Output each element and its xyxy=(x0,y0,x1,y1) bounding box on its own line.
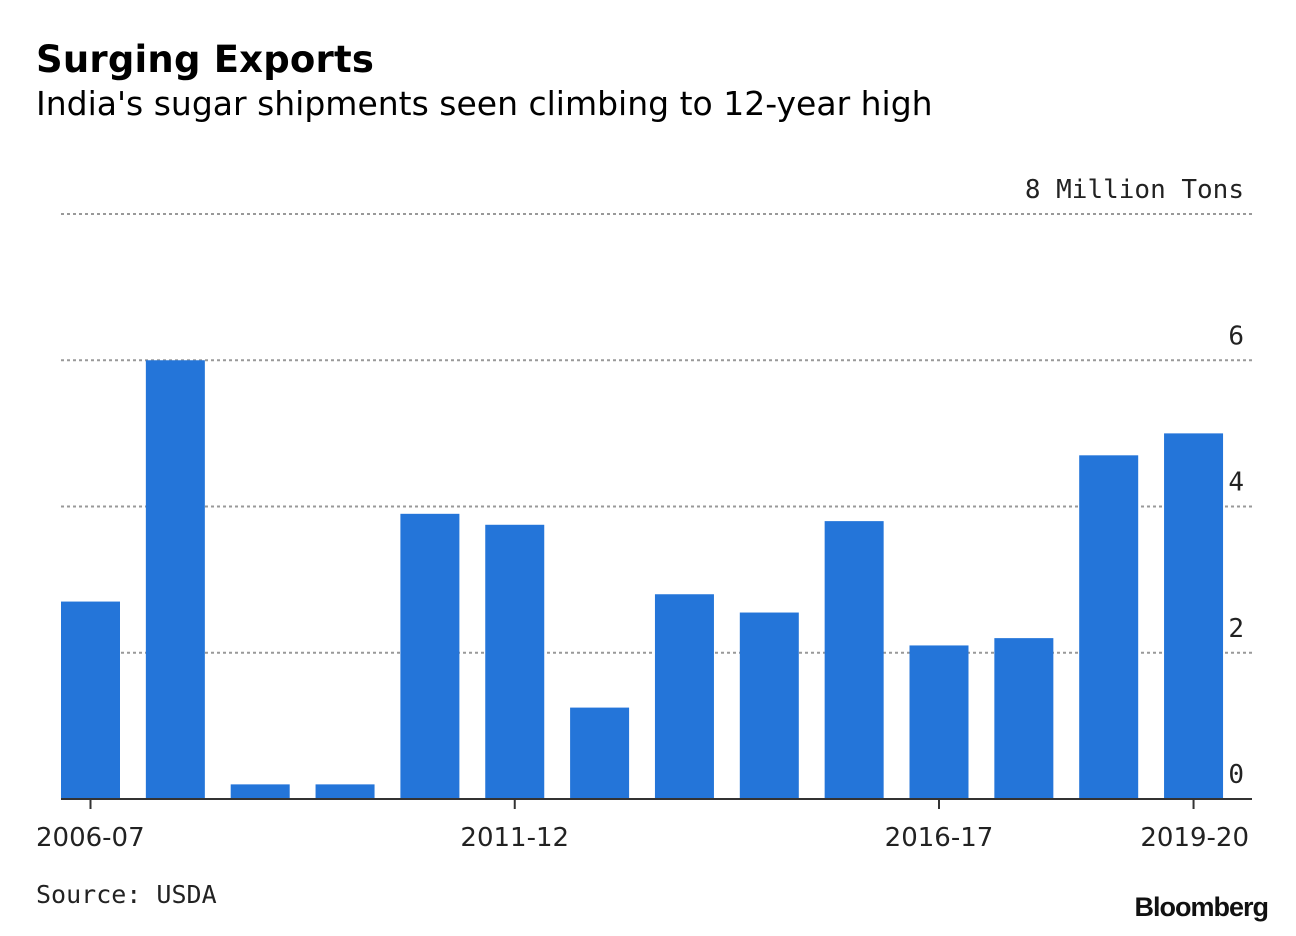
x-tick-label-2011-12: 2011-12 xyxy=(460,823,569,853)
y-tick-label-2: 2 xyxy=(1228,614,1244,644)
bar-2011-12 xyxy=(485,524,545,799)
x-tick-label-2006-07: 2006-07 xyxy=(36,823,145,853)
bars xyxy=(61,360,1224,799)
y-tick-labels: 0 2 4 6 8 Million Tons xyxy=(1025,175,1244,790)
bar-2019-20 xyxy=(1164,433,1224,799)
bar-2008-09 xyxy=(230,784,290,799)
y-tick-label-6: 6 xyxy=(1228,321,1244,351)
bar-2012-13 xyxy=(570,707,630,799)
bloomberg-logo: Bloomberg xyxy=(1134,892,1269,922)
bar-2009-10 xyxy=(315,784,375,799)
y-tick-label-0: 0 xyxy=(1228,760,1244,790)
y-tick-label-8: 8 Million Tons xyxy=(1025,175,1244,205)
x-tick-labels: 2006-07 2011-12 2016-17 2019-20 xyxy=(36,823,1249,853)
x-axis xyxy=(61,798,1252,809)
bar-2016-17 xyxy=(909,645,969,799)
bar-2018-19 xyxy=(1079,455,1139,799)
bar-2013-14 xyxy=(654,594,714,799)
chart-title: Surging Exports xyxy=(36,38,375,81)
bar-2006-07 xyxy=(61,601,120,799)
bar-2007-08 xyxy=(145,360,205,799)
source-note: Source: USDA xyxy=(36,880,217,909)
bar-2015-16 xyxy=(824,521,884,799)
chart-subtitle: India's sugar shipments seen climbing to… xyxy=(36,84,933,123)
x-tick-label-2016-17: 2016-17 xyxy=(885,823,994,853)
bar-2010-11 xyxy=(400,513,460,799)
x-tick-label-2019-20: 2019-20 xyxy=(1140,823,1249,853)
bar-2014-15 xyxy=(739,612,799,799)
y-tick-label-4: 4 xyxy=(1228,468,1244,498)
bar-2017-18 xyxy=(994,638,1054,799)
gridlines xyxy=(61,213,1252,654)
